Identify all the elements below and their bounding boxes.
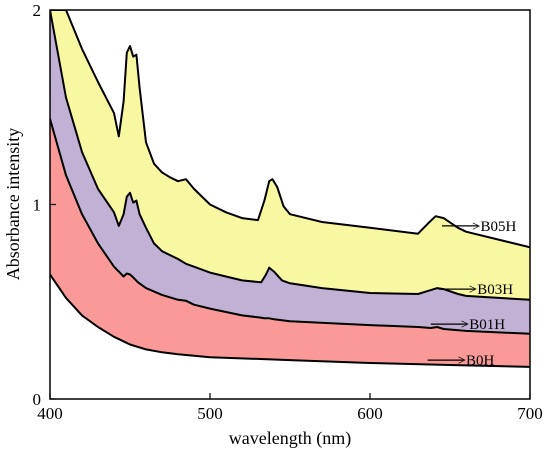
area-band-2 <box>50 10 530 334</box>
area-fills <box>50 10 530 367</box>
y-tick-label: 1 <box>33 196 42 215</box>
series-annotations: >B05H >B03H >B01H >B0H <box>427 219 516 369</box>
series-line-0 <box>50 273 530 368</box>
x-tick-label: 500 <box>197 404 223 423</box>
annotation-label: >B05H <box>472 219 516 235</box>
annotation-label: >B0H <box>458 353 495 369</box>
axis-ticks: 400 500 600 700 0 1 2 <box>33 1 543 423</box>
series-line-1 <box>50 118 530 335</box>
series-line-2 <box>50 10 530 301</box>
series-lines <box>50 10 530 368</box>
annotation-label: >B03H <box>469 282 513 298</box>
x-tick-label: 600 <box>357 404 383 423</box>
annotation-label: >B01H <box>461 317 505 333</box>
y-tick-label: 2 <box>33 1 42 20</box>
x-axis-title: wavelength (nm) <box>229 428 351 449</box>
series-line-3 <box>50 10 530 249</box>
area-band-3 <box>50 10 530 300</box>
x-tick-label: 400 <box>37 404 63 423</box>
y-tick-label: 0 <box>33 390 42 409</box>
x-tick-label: 700 <box>517 404 543 423</box>
area-band-1 <box>50 118 530 367</box>
y-axis-title: Absorbance intensity <box>3 128 23 280</box>
